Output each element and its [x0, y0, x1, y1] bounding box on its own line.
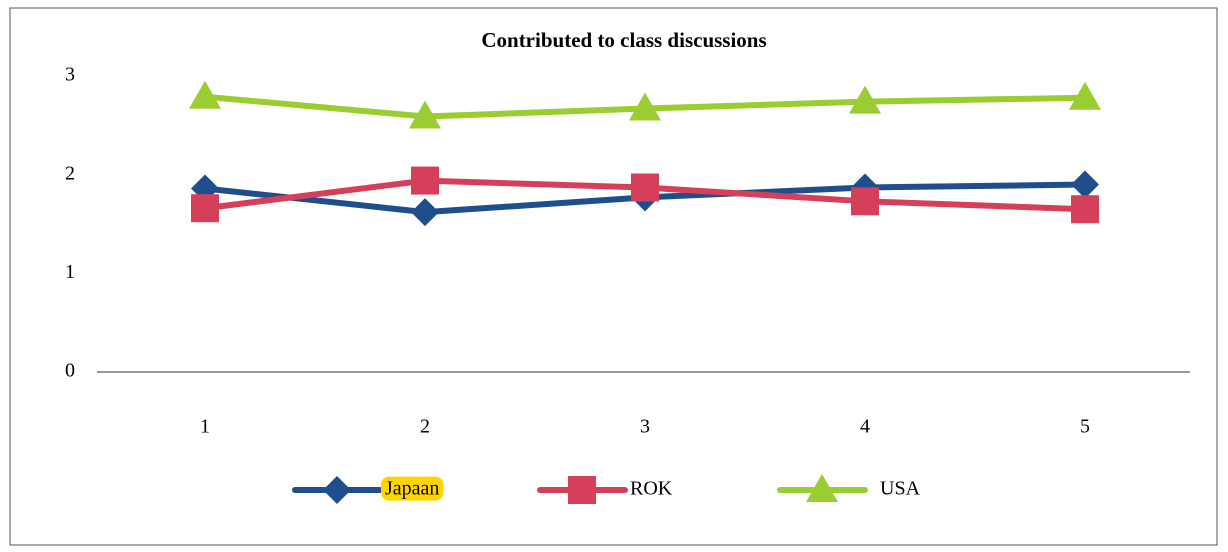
- data-point: [409, 100, 441, 129]
- x-tick-label: 1: [200, 416, 210, 438]
- data-point: [1071, 170, 1099, 199]
- legend-label: ROK: [630, 478, 673, 500]
- legend-label: USA: [880, 478, 921, 500]
- legend-marker: [568, 476, 596, 504]
- data-point: [1071, 195, 1099, 224]
- data-point: [189, 80, 221, 109]
- data-point: [191, 194, 219, 223]
- data-point: [411, 198, 439, 227]
- x-tick-label: 3: [640, 416, 650, 438]
- x-tick-label: 4: [860, 416, 870, 438]
- y-tick-label: 2: [65, 162, 75, 184]
- chart-title: Contributed to class discussions: [481, 28, 766, 52]
- legend-label: Japaan: [385, 478, 439, 500]
- x-tick-label: 5: [1080, 416, 1090, 438]
- data-point: [849, 85, 881, 114]
- data-point: [411, 166, 439, 195]
- chart-border: [9, 7, 1218, 546]
- y-tick-label: 1: [65, 261, 75, 283]
- data-point: [851, 187, 879, 216]
- data-point: [1069, 81, 1101, 110]
- legend-marker: [806, 474, 838, 502]
- legend-marker: [323, 476, 351, 504]
- x-tick-label: 2: [420, 416, 430, 438]
- y-tick-label: 0: [65, 360, 75, 382]
- y-tick-label: 3: [65, 64, 75, 86]
- data-point: [631, 173, 659, 202]
- data-point: [629, 92, 661, 121]
- legend-highlight: [381, 476, 444, 501]
